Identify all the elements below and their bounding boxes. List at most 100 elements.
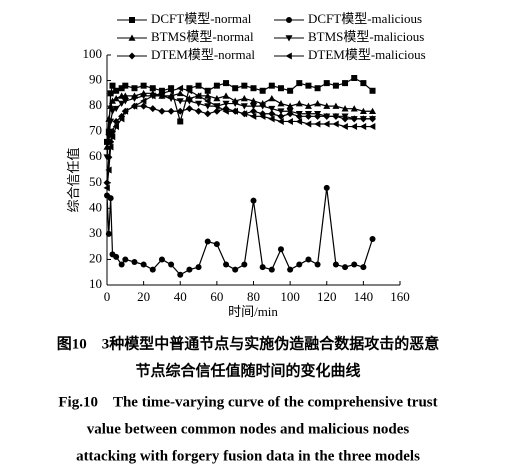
point: [105, 128, 112, 135]
point: [195, 92, 202, 100]
point: [213, 107, 221, 115]
point: [304, 102, 312, 109]
point: [186, 85, 193, 92]
point: [167, 95, 175, 102]
point: [223, 80, 230, 87]
legend-label: DTEM模型-malicious: [308, 47, 426, 62]
point: [314, 100, 322, 107]
y-tick-label: 20: [89, 250, 102, 265]
point: [140, 261, 147, 268]
point: [231, 100, 239, 108]
point: [277, 112, 285, 120]
point: [185, 105, 193, 113]
point: [140, 102, 148, 110]
legend-marker: [128, 34, 136, 41]
point: [204, 92, 212, 99]
point: [186, 266, 193, 273]
point: [259, 103, 267, 110]
y-tick-label: 70: [89, 123, 102, 138]
point: [105, 166, 112, 174]
point: [107, 195, 114, 202]
legend-marker: [286, 17, 292, 23]
point: [222, 100, 230, 108]
point: [130, 95, 138, 102]
point: [108, 108, 116, 115]
y-axis-label: 综合信任值: [66, 147, 81, 212]
y-tick-label: 90: [89, 72, 102, 87]
point: [130, 102, 138, 110]
point: [295, 117, 303, 125]
x-tick-label: 140: [354, 289, 374, 304]
point: [286, 110, 294, 118]
point: [149, 92, 156, 100]
point: [213, 102, 220, 110]
point: [195, 82, 202, 89]
point: [295, 112, 303, 120]
point: [350, 105, 358, 112]
point: [122, 82, 129, 89]
point: [332, 120, 339, 128]
point: [121, 107, 129, 115]
point: [195, 264, 202, 271]
point: [118, 115, 125, 123]
point: [158, 256, 165, 263]
point: [158, 107, 166, 115]
point: [113, 87, 120, 94]
point: [250, 112, 257, 120]
y-tick-label: 10: [89, 276, 102, 291]
caption-cn: 图10 3种模型中普通节点与实施伪造融合数据攻击的恶意: [57, 334, 440, 352]
point: [131, 85, 138, 92]
point: [314, 261, 321, 268]
point: [204, 87, 211, 94]
point: [168, 85, 175, 92]
point: [204, 110, 212, 118]
point: [109, 82, 116, 89]
point: [121, 92, 129, 99]
point: [176, 98, 184, 105]
x-tick-label: 120: [317, 289, 337, 304]
point: [231, 107, 238, 115]
y-tick-label: 100: [83, 46, 103, 61]
point: [351, 261, 358, 268]
legend-label: DCFT模型-normal: [151, 11, 252, 26]
point: [204, 97, 211, 105]
point: [118, 85, 125, 92]
point: [176, 107, 184, 115]
point: [304, 120, 312, 128]
point: [240, 103, 248, 110]
x-tick-label: 60: [210, 289, 223, 304]
point: [341, 105, 349, 112]
point: [277, 85, 284, 92]
point: [296, 80, 303, 87]
series-line: [106, 95, 373, 158]
point: [259, 264, 266, 271]
point: [240, 110, 248, 118]
point: [259, 87, 266, 94]
point: [149, 85, 156, 92]
point: [103, 184, 110, 192]
point: [350, 115, 358, 123]
point: [350, 123, 358, 131]
point: [240, 94, 248, 102]
caption-en: attacking with forgery fusion data in th…: [76, 448, 420, 464]
point: [351, 75, 358, 81]
point: [118, 100, 126, 108]
x-tick-label: 80: [247, 289, 260, 304]
point: [213, 241, 220, 248]
point: [332, 82, 339, 89]
point: [107, 143, 114, 151]
x-tick-label: 160: [390, 289, 410, 304]
point: [177, 118, 184, 125]
point: [223, 261, 230, 268]
point: [314, 85, 321, 92]
point: [314, 112, 322, 120]
point: [277, 108, 285, 115]
point: [314, 120, 321, 128]
series-line: [106, 87, 373, 188]
point: [332, 261, 339, 268]
point: [369, 87, 376, 94]
point: [185, 98, 193, 105]
point: [222, 107, 229, 115]
point: [232, 266, 239, 273]
point: [107, 118, 115, 125]
